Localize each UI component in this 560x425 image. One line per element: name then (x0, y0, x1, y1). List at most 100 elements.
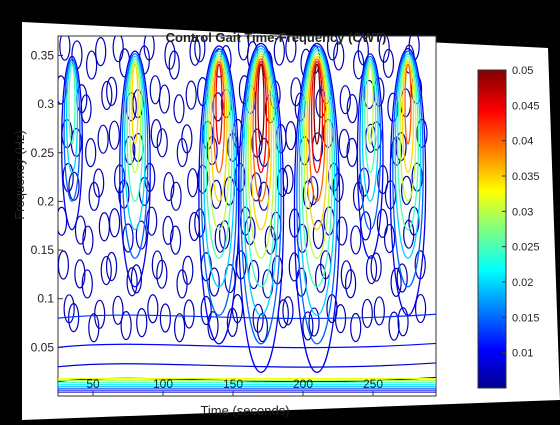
contour-line (58, 342, 436, 349)
contour-line (376, 208, 389, 238)
contour-line (308, 58, 326, 202)
contour-line (237, 42, 285, 373)
contour-line (194, 36, 206, 63)
contour-line (200, 295, 212, 326)
contour-line (285, 36, 297, 63)
contour-line (58, 206, 68, 236)
colorbar-tick-label: 0.02 (512, 277, 533, 289)
colorbar-tick-label: 0.035 (512, 171, 540, 183)
contour-line (234, 162, 246, 192)
y-tick-label: 0.05 (31, 340, 55, 354)
contour-line (58, 362, 436, 368)
contour-line (210, 58, 228, 202)
contour-line (159, 303, 171, 333)
contour-line (397, 55, 419, 231)
contour-line (397, 307, 409, 337)
contour-line (143, 36, 155, 61)
contour-line (158, 84, 171, 114)
contour-line (357, 36, 369, 66)
contour-line (370, 252, 382, 282)
colorbar-tick-label: 0.03 (512, 206, 533, 218)
contour-line (394, 53, 422, 259)
contour-line (414, 293, 427, 324)
contour-line (105, 251, 118, 282)
y-tick-label: 0.15 (31, 243, 55, 257)
contour-line (181, 124, 193, 154)
contour-line (68, 171, 80, 201)
contour-line (95, 37, 107, 67)
contour-line (365, 255, 378, 285)
contour-line (108, 120, 120, 150)
contour-line (168, 50, 180, 80)
contour-line (298, 47, 336, 316)
contour-line (130, 264, 143, 294)
contour-line (58, 250, 69, 280)
contour-line (101, 80, 113, 111)
contour-line (333, 41, 345, 71)
contour-line (404, 63, 412, 145)
contour-line (256, 313, 269, 343)
contour-line (59, 36, 71, 61)
contour-line (156, 259, 168, 289)
colorbar-tick-label: 0.05 (512, 65, 533, 77)
contour-line (257, 63, 265, 145)
contour-line (345, 269, 357, 299)
contour-line (108, 208, 121, 238)
y-tick-label: 0.25 (31, 146, 55, 160)
contour-line (58, 313, 436, 320)
x-tick-label: 200 (293, 377, 313, 391)
contour-line (173, 313, 186, 343)
contour-line (189, 36, 201, 66)
contour-line (310, 60, 324, 174)
contour-line (97, 124, 109, 154)
contour-line (240, 45, 282, 345)
contour-line (396, 263, 408, 293)
contour-line (296, 45, 338, 345)
contour-line (61, 55, 83, 231)
contour-line (85, 138, 97, 168)
x-tick-label: 250 (363, 377, 383, 391)
contour-line (125, 92, 137, 122)
contour-line (94, 299, 106, 329)
contour-line (346, 94, 358, 124)
contour-line (326, 36, 339, 61)
contour-line (391, 136, 403, 166)
contour-line (150, 118, 162, 149)
contour-line (156, 128, 168, 158)
contour-line (207, 311, 219, 341)
x-tick-label: 100 (153, 377, 173, 391)
contour-line (254, 60, 268, 174)
contour-line (124, 55, 146, 231)
contour-line (208, 55, 230, 231)
colorbar-tick-label: 0.015 (512, 312, 540, 324)
contour-line (162, 215, 174, 245)
contour-line (273, 36, 285, 66)
contour-line (338, 128, 350, 159)
contour-line (282, 296, 294, 326)
contour-line (250, 172, 262, 202)
colorbar-tick-label: 0.01 (512, 348, 533, 360)
y-tick-label: 0.3 (37, 97, 54, 111)
contour-line (128, 60, 142, 174)
contour-line (364, 60, 377, 174)
contour-line (65, 60, 79, 174)
contour-line (126, 58, 144, 202)
x-tick-label: 150 (223, 377, 243, 391)
y-tick-label: 0.35 (31, 48, 55, 62)
contour-line (212, 92, 224, 122)
contour-line (361, 298, 373, 329)
contour-line (332, 172, 344, 202)
y-tick-label: 0.2 (37, 194, 54, 208)
contour-line (214, 223, 226, 253)
contour-line (146, 206, 158, 236)
contour-line (382, 48, 395, 79)
contour-line (81, 269, 93, 299)
contour-line (136, 308, 148, 338)
contour-line (205, 53, 233, 259)
contour-line (121, 53, 149, 259)
contour-layer (58, 36, 436, 393)
contour-line (250, 55, 272, 231)
contour-line (212, 60, 226, 174)
